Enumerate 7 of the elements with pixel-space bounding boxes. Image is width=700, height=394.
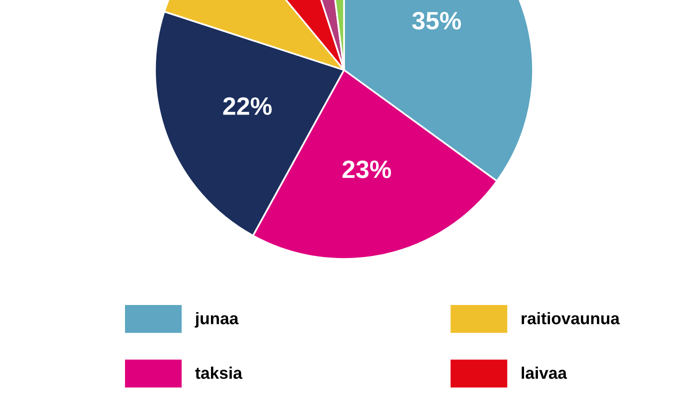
- data-label: 23%: [342, 160, 392, 178]
- data-label: 35%: [412, 12, 461, 30]
- legend-label: laivaa: [522, 366, 568, 379]
- legend-label: raitiovaunua: [522, 312, 620, 324]
- data-label: 22%: [223, 97, 272, 115]
- legend-label: taksia: [195, 366, 242, 379]
- legend-label: junaa: [194, 312, 239, 328]
